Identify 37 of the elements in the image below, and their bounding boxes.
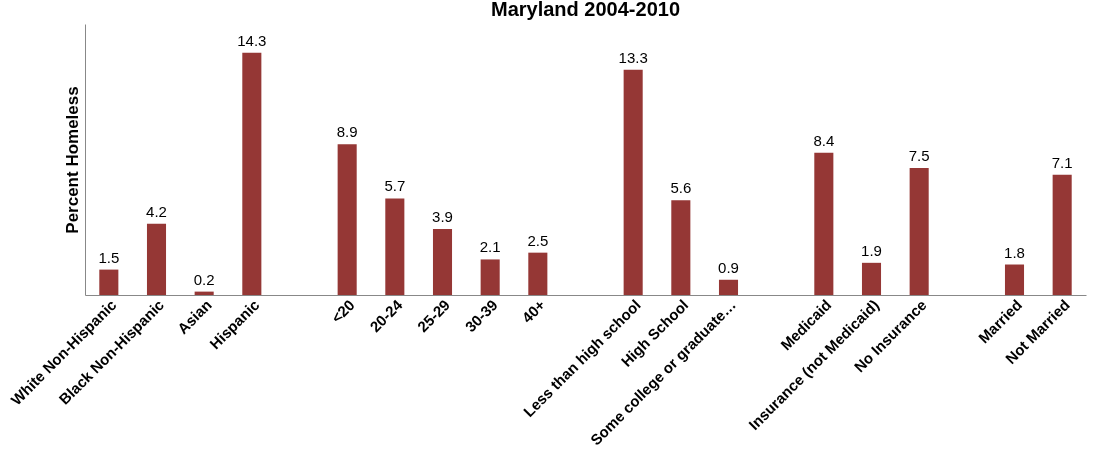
bar bbox=[337, 144, 357, 295]
x-tick-label: 40+ bbox=[518, 295, 549, 327]
bar bbox=[385, 198, 405, 295]
data-label: 8.4 bbox=[813, 131, 835, 149]
y-axis-title: Percent Homeless bbox=[62, 86, 82, 234]
bar bbox=[814, 152, 834, 295]
data-label: 14.3 bbox=[237, 31, 267, 49]
bar bbox=[432, 228, 453, 295]
data-label: 1.9 bbox=[861, 241, 882, 259]
bar bbox=[671, 200, 691, 295]
data-label: 2.1 bbox=[479, 238, 501, 256]
data-label: 7.5 bbox=[908, 146, 930, 164]
data-label: 7.1 bbox=[1051, 153, 1073, 171]
data-label: 3.9 bbox=[432, 207, 453, 225]
data-label: 5.7 bbox=[384, 177, 406, 195]
bar bbox=[861, 262, 882, 295]
chart-title: Maryland 2004-2010 bbox=[490, 0, 681, 20]
data-label: 4.2 bbox=[146, 202, 167, 220]
data-label: 1.5 bbox=[98, 248, 120, 266]
data-label: 2.5 bbox=[527, 231, 549, 249]
bar bbox=[718, 279, 739, 295]
data-label: 5.6 bbox=[670, 179, 692, 197]
bar bbox=[1004, 264, 1025, 295]
bar bbox=[146, 223, 167, 295]
x-tick-label: <20 bbox=[327, 296, 358, 327]
bar bbox=[242, 52, 262, 295]
data-label: 0.9 bbox=[718, 258, 739, 276]
bar bbox=[480, 259, 500, 295]
bar bbox=[528, 252, 548, 295]
data-label: 8.9 bbox=[336, 123, 358, 141]
bar bbox=[1052, 174, 1072, 295]
data-label: 13.3 bbox=[618, 48, 648, 66]
data-label: 0.2 bbox=[193, 270, 215, 288]
data-label: 1.8 bbox=[1004, 243, 1025, 261]
bar bbox=[909, 167, 929, 295]
bar bbox=[623, 69, 643, 295]
bar bbox=[99, 269, 119, 295]
